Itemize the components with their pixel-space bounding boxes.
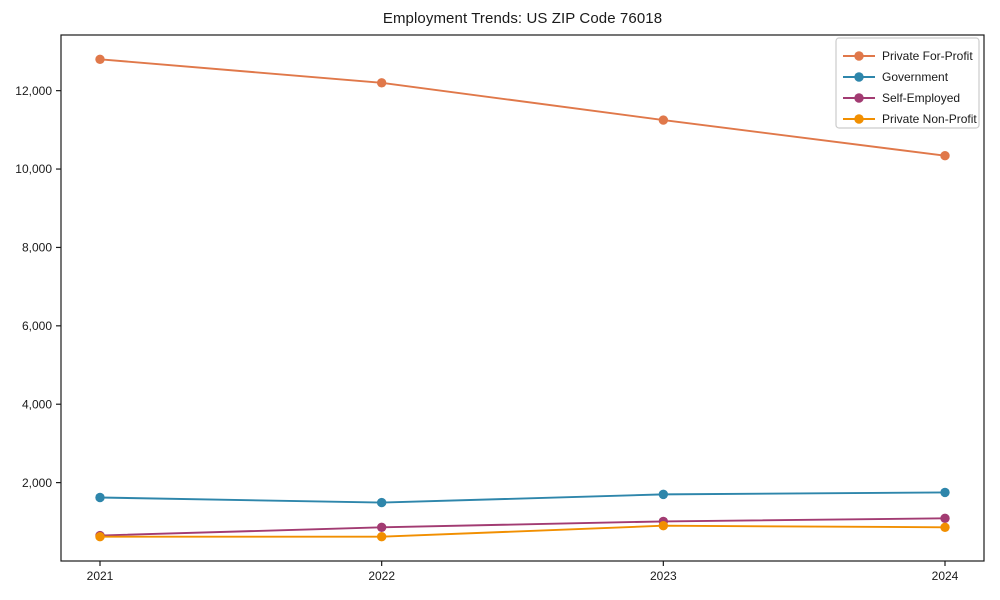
y-tick-label: 4,000 <box>22 397 52 411</box>
legend-box <box>835 37 980 129</box>
series-line <box>99 58 946 157</box>
data-point <box>376 531 387 542</box>
y-tick-label: 6,000 <box>22 319 52 333</box>
legend-marker <box>854 93 864 103</box>
legend-label: Government <box>882 70 949 84</box>
data-point <box>95 54 105 65</box>
x-tick-label: 2024 <box>932 569 959 583</box>
legend-label: Private Non-Profit <box>882 112 977 126</box>
legend-label: Self-Employed <box>882 91 960 105</box>
y-tick-label: 10,000 <box>15 162 52 176</box>
plot-border <box>60 34 985 562</box>
series-line <box>100 524 946 538</box>
legend-marker <box>854 72 864 82</box>
data-point <box>940 513 950 523</box>
y-tick-label: 8,000 <box>22 241 52 255</box>
data-point <box>95 531 105 542</box>
data-point <box>940 487 950 498</box>
data-point <box>376 522 387 532</box>
data-point <box>658 489 669 500</box>
legend-label: Private For-Profit <box>882 49 973 63</box>
chart-title: Employment Trends: US ZIP Code 76018 <box>382 10 663 27</box>
legend-marker <box>854 114 864 124</box>
series-line <box>99 517 946 537</box>
data-point <box>940 522 950 532</box>
series-line <box>99 491 946 504</box>
data-point <box>95 492 105 503</box>
data-point <box>376 497 387 508</box>
legend-marker <box>854 51 864 61</box>
y-tick-label: 2,000 <box>22 476 52 490</box>
data-point <box>658 115 669 125</box>
data-point <box>658 521 669 531</box>
data-point <box>940 151 950 161</box>
data-point <box>376 78 387 88</box>
y-tick-label: 12,000 <box>15 84 52 98</box>
x-tick-label: 2023 <box>650 569 677 583</box>
x-tick-label: 2022 <box>368 569 395 583</box>
x-tick-label: 2021 <box>87 569 114 583</box>
